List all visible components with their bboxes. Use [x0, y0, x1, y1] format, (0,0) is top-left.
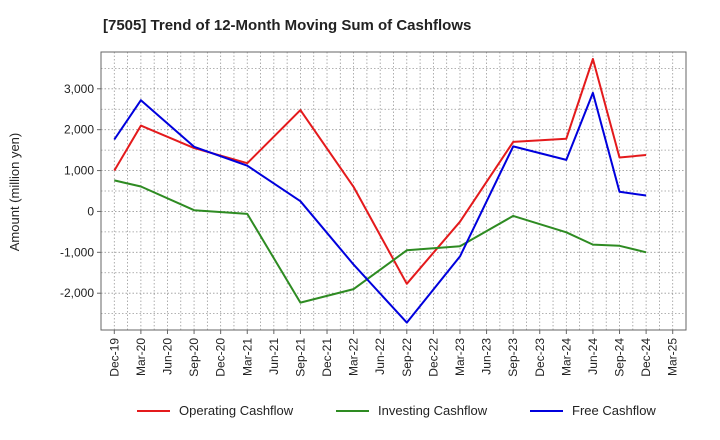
x-tick-label: Sep-20	[187, 338, 201, 377]
x-tick-label: Dec-21	[320, 338, 334, 377]
x-tick-label: Dec-22	[426, 338, 440, 377]
y-axis-label: Amount (million yen)	[7, 133, 22, 252]
legend-label-operating-cashflow: Operating Cashflow	[179, 403, 294, 418]
x-tick-label: Jun-24	[586, 338, 600, 375]
free-cashflow-line	[113, 91, 647, 324]
x-tick-label: Mar-22	[347, 338, 361, 376]
legend: Operating Cashflow Investing Cashflow Free…	[137, 403, 656, 418]
x-tick-label: Sep-23	[506, 338, 520, 377]
x-tick-label: Dec-19	[107, 338, 121, 377]
y-tick-label: 1,000	[64, 164, 94, 178]
plot-frame	[100, 51, 687, 331]
operating-cashflow-line	[113, 58, 647, 285]
x-tick-label: Dec-23	[533, 338, 547, 377]
x-tick-label: Jun-21	[267, 338, 281, 375]
y-axis: 3,000 2,000 1,000 0 -1,000 -2,000	[60, 82, 101, 300]
x-tick-label: Sep-21	[293, 338, 307, 377]
legend-label-investing-cashflow: Investing Cashflow	[378, 403, 488, 418]
x-tick-label: Jun-23	[480, 338, 494, 375]
grid-lines	[101, 52, 686, 330]
x-tick-label: Sep-22	[400, 338, 414, 377]
y-tick-label: -1,000	[60, 245, 94, 259]
chart-title: [7505] Trend of 12-Month Moving Sum of C…	[103, 17, 471, 34]
y-tick-label: 0	[87, 204, 94, 218]
x-tick-label: Mar-23	[453, 338, 467, 376]
x-tick-label: Dec-20	[214, 338, 228, 377]
y-tick-label: 2,000	[64, 123, 94, 137]
x-tick-label: Dec-24	[639, 338, 653, 377]
x-tick-label: Sep-24	[613, 338, 627, 377]
y-tick-label: -2,000	[60, 286, 94, 300]
legend-label-free-cashflow: Free Cashflow	[572, 403, 656, 418]
x-tick-label: Mar-24	[559, 338, 573, 376]
x-tick-label: Jun-20	[160, 338, 174, 375]
x-tick-label: Jun-22	[373, 338, 387, 375]
x-axis: Dec-19 Mar-20 Jun-20 Sep-20 Dec-20 Mar-21 Jun-…	[107, 330, 680, 377]
x-tick-label: Mar-25	[666, 338, 680, 376]
y-tick-label: 3,000	[64, 82, 94, 96]
x-tick-label: Mar-20	[134, 338, 148, 376]
investing-cashflow-line	[114, 179, 647, 304]
x-tick-label: Mar-21	[240, 338, 254, 376]
series-lines	[113, 58, 647, 324]
